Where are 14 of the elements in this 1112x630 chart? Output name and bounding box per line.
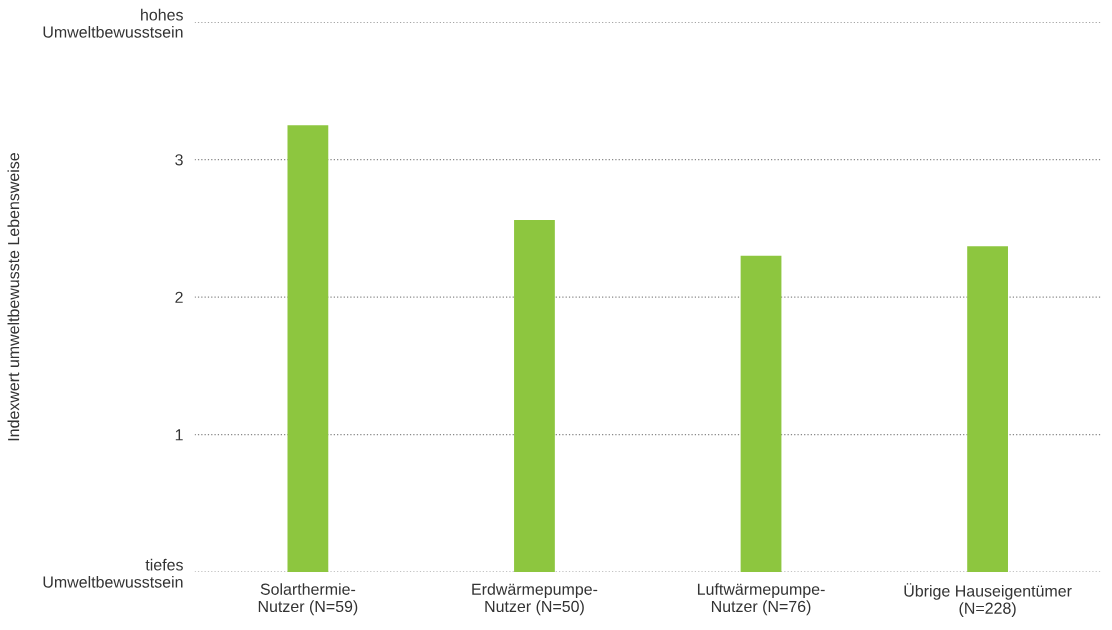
x-tick-label: Übrige Hauseigentümer (N=228): [904, 583, 1072, 618]
x-tick-label: Erdwärmepumpe- Nutzer (N=50): [472, 583, 598, 616]
x-tick-label: Solarthermie- Nutzer (N=59): [258, 583, 358, 616]
bar: [287, 125, 329, 573]
bar: [967, 246, 1008, 573]
y-axis-title: Indexwert umweltbewusste Lebensweise: [7, 153, 20, 441]
y-tick-label: tiefes Umweltbewusstsein: [43, 558, 183, 588]
x-tick-label: Luftwärmepumpe- Nutzer (N=76): [697, 583, 825, 616]
y-tick-label: 1: [175, 429, 183, 441]
y-tick-label: 2: [175, 291, 183, 303]
y-tick-label: hohes Umweltbewusstsein: [43, 8, 183, 38]
y-tick-label: 3: [175, 154, 183, 166]
bar: [514, 220, 555, 573]
bar: [740, 255, 782, 573]
